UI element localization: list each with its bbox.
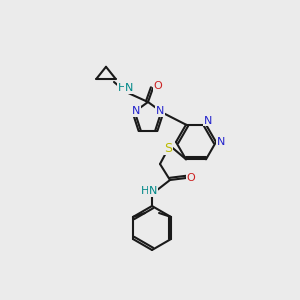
Text: N: N — [217, 137, 225, 147]
Text: N: N — [125, 83, 133, 93]
Text: N: N — [132, 106, 140, 116]
Text: N: N — [204, 116, 212, 126]
Text: N: N — [149, 186, 157, 196]
Text: S: S — [164, 142, 172, 154]
Text: H: H — [118, 83, 126, 93]
Text: N: N — [156, 106, 164, 116]
Text: H: H — [141, 186, 149, 196]
Text: O: O — [187, 173, 195, 183]
Text: O: O — [154, 81, 162, 91]
